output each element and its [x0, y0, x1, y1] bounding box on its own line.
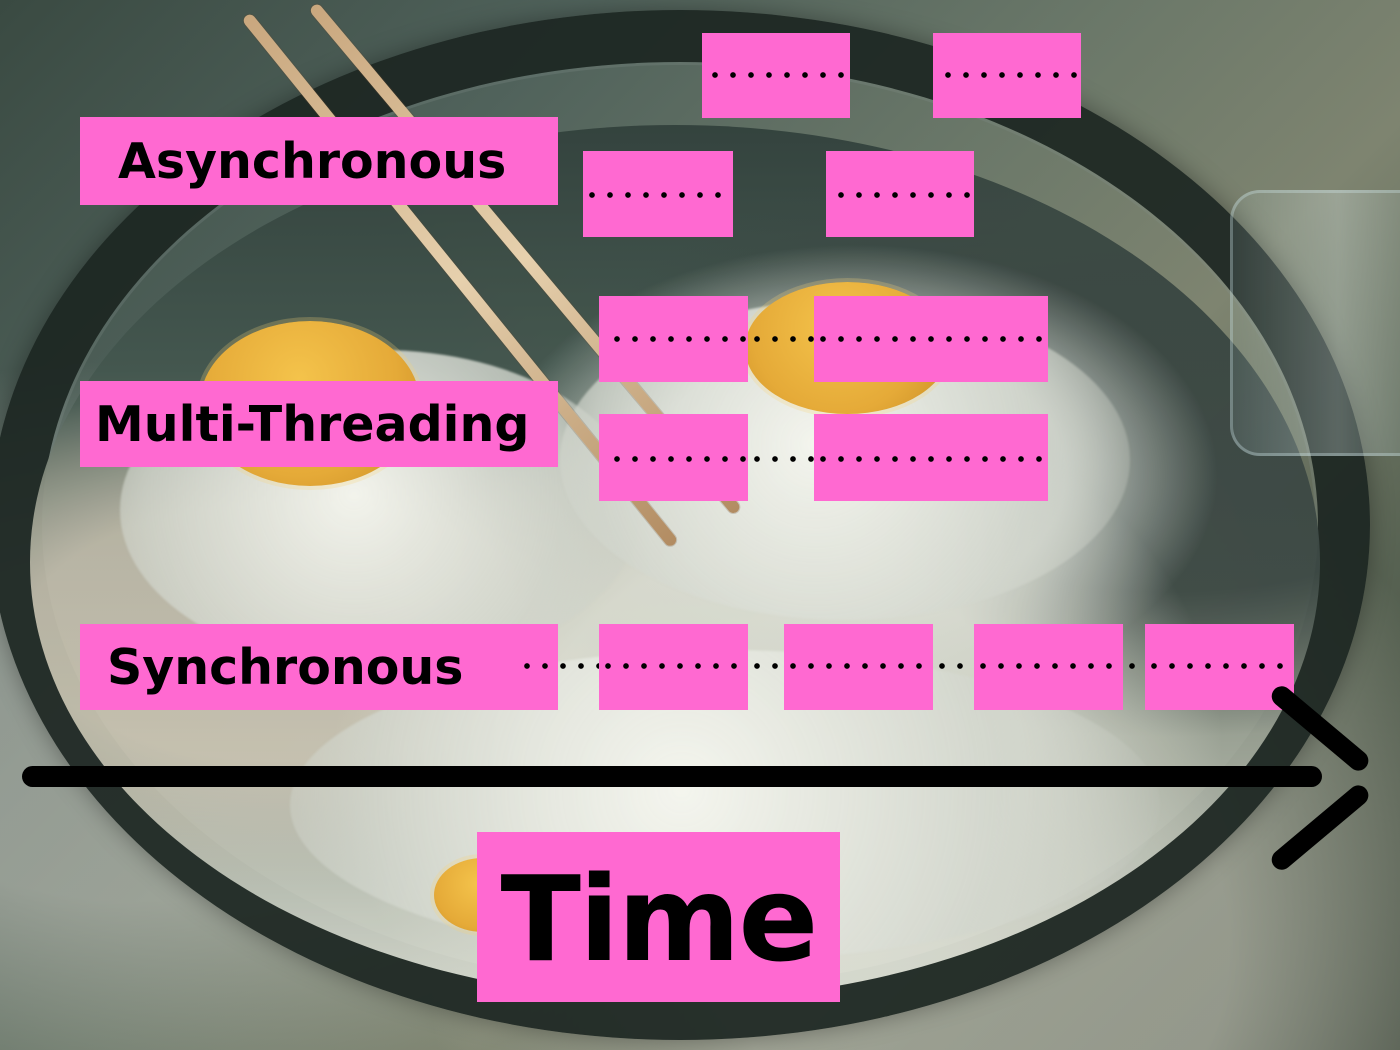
thread-one-connector-dots [748, 335, 814, 343]
async-task-top-2-dots [939, 71, 1077, 79]
async-task-bottom-2 [826, 151, 974, 237]
async-task-top-1 [702, 33, 850, 118]
thread-two-task-2-dots [814, 455, 1044, 463]
sync-task-1-dots [599, 662, 748, 670]
sync-lead-dots [518, 662, 600, 670]
async-task-bottom-1-dots [583, 191, 725, 199]
sync-task-3-dots [974, 662, 1123, 670]
thread-two-task-2 [814, 414, 1048, 501]
time-label: Time [477, 832, 840, 1002]
asynchronous-label: Asynchronous [80, 117, 558, 205]
sync-task-4-dots [1145, 662, 1285, 670]
async-task-bottom-1 [583, 151, 733, 237]
async-task-bottom-2-dots [832, 191, 972, 199]
async-task-top-2 [933, 33, 1081, 118]
thread-two-task-1 [599, 414, 748, 501]
sync-gap-3-dots [1123, 662, 1145, 670]
sync-task-1 [599, 624, 748, 710]
thread-two-connector-dots [748, 455, 814, 463]
thread-one-task-2 [814, 296, 1048, 382]
timeline-arrow-shaft [22, 766, 1322, 787]
timeline-arrow-head [1246, 704, 1366, 854]
sync-task-3 [974, 624, 1123, 710]
async-task-top-1-dots [706, 71, 844, 79]
sync-gap-1-dots [748, 662, 784, 670]
sync-task-2 [784, 624, 933, 710]
multi-threading-label: Multi-Threading [80, 381, 558, 467]
sync-task-2-dots [784, 662, 933, 670]
thread-one-task-1-dots [608, 335, 748, 343]
thread-one-task-1 [599, 296, 748, 382]
thread-one-task-2-dots [814, 335, 1044, 343]
sync-gap-2-dots [933, 662, 974, 670]
glass-object [1230, 190, 1400, 456]
thread-two-task-1-dots [608, 455, 748, 463]
sync-task-4 [1145, 624, 1294, 710]
synchronous-label: Synchronous [80, 624, 558, 710]
